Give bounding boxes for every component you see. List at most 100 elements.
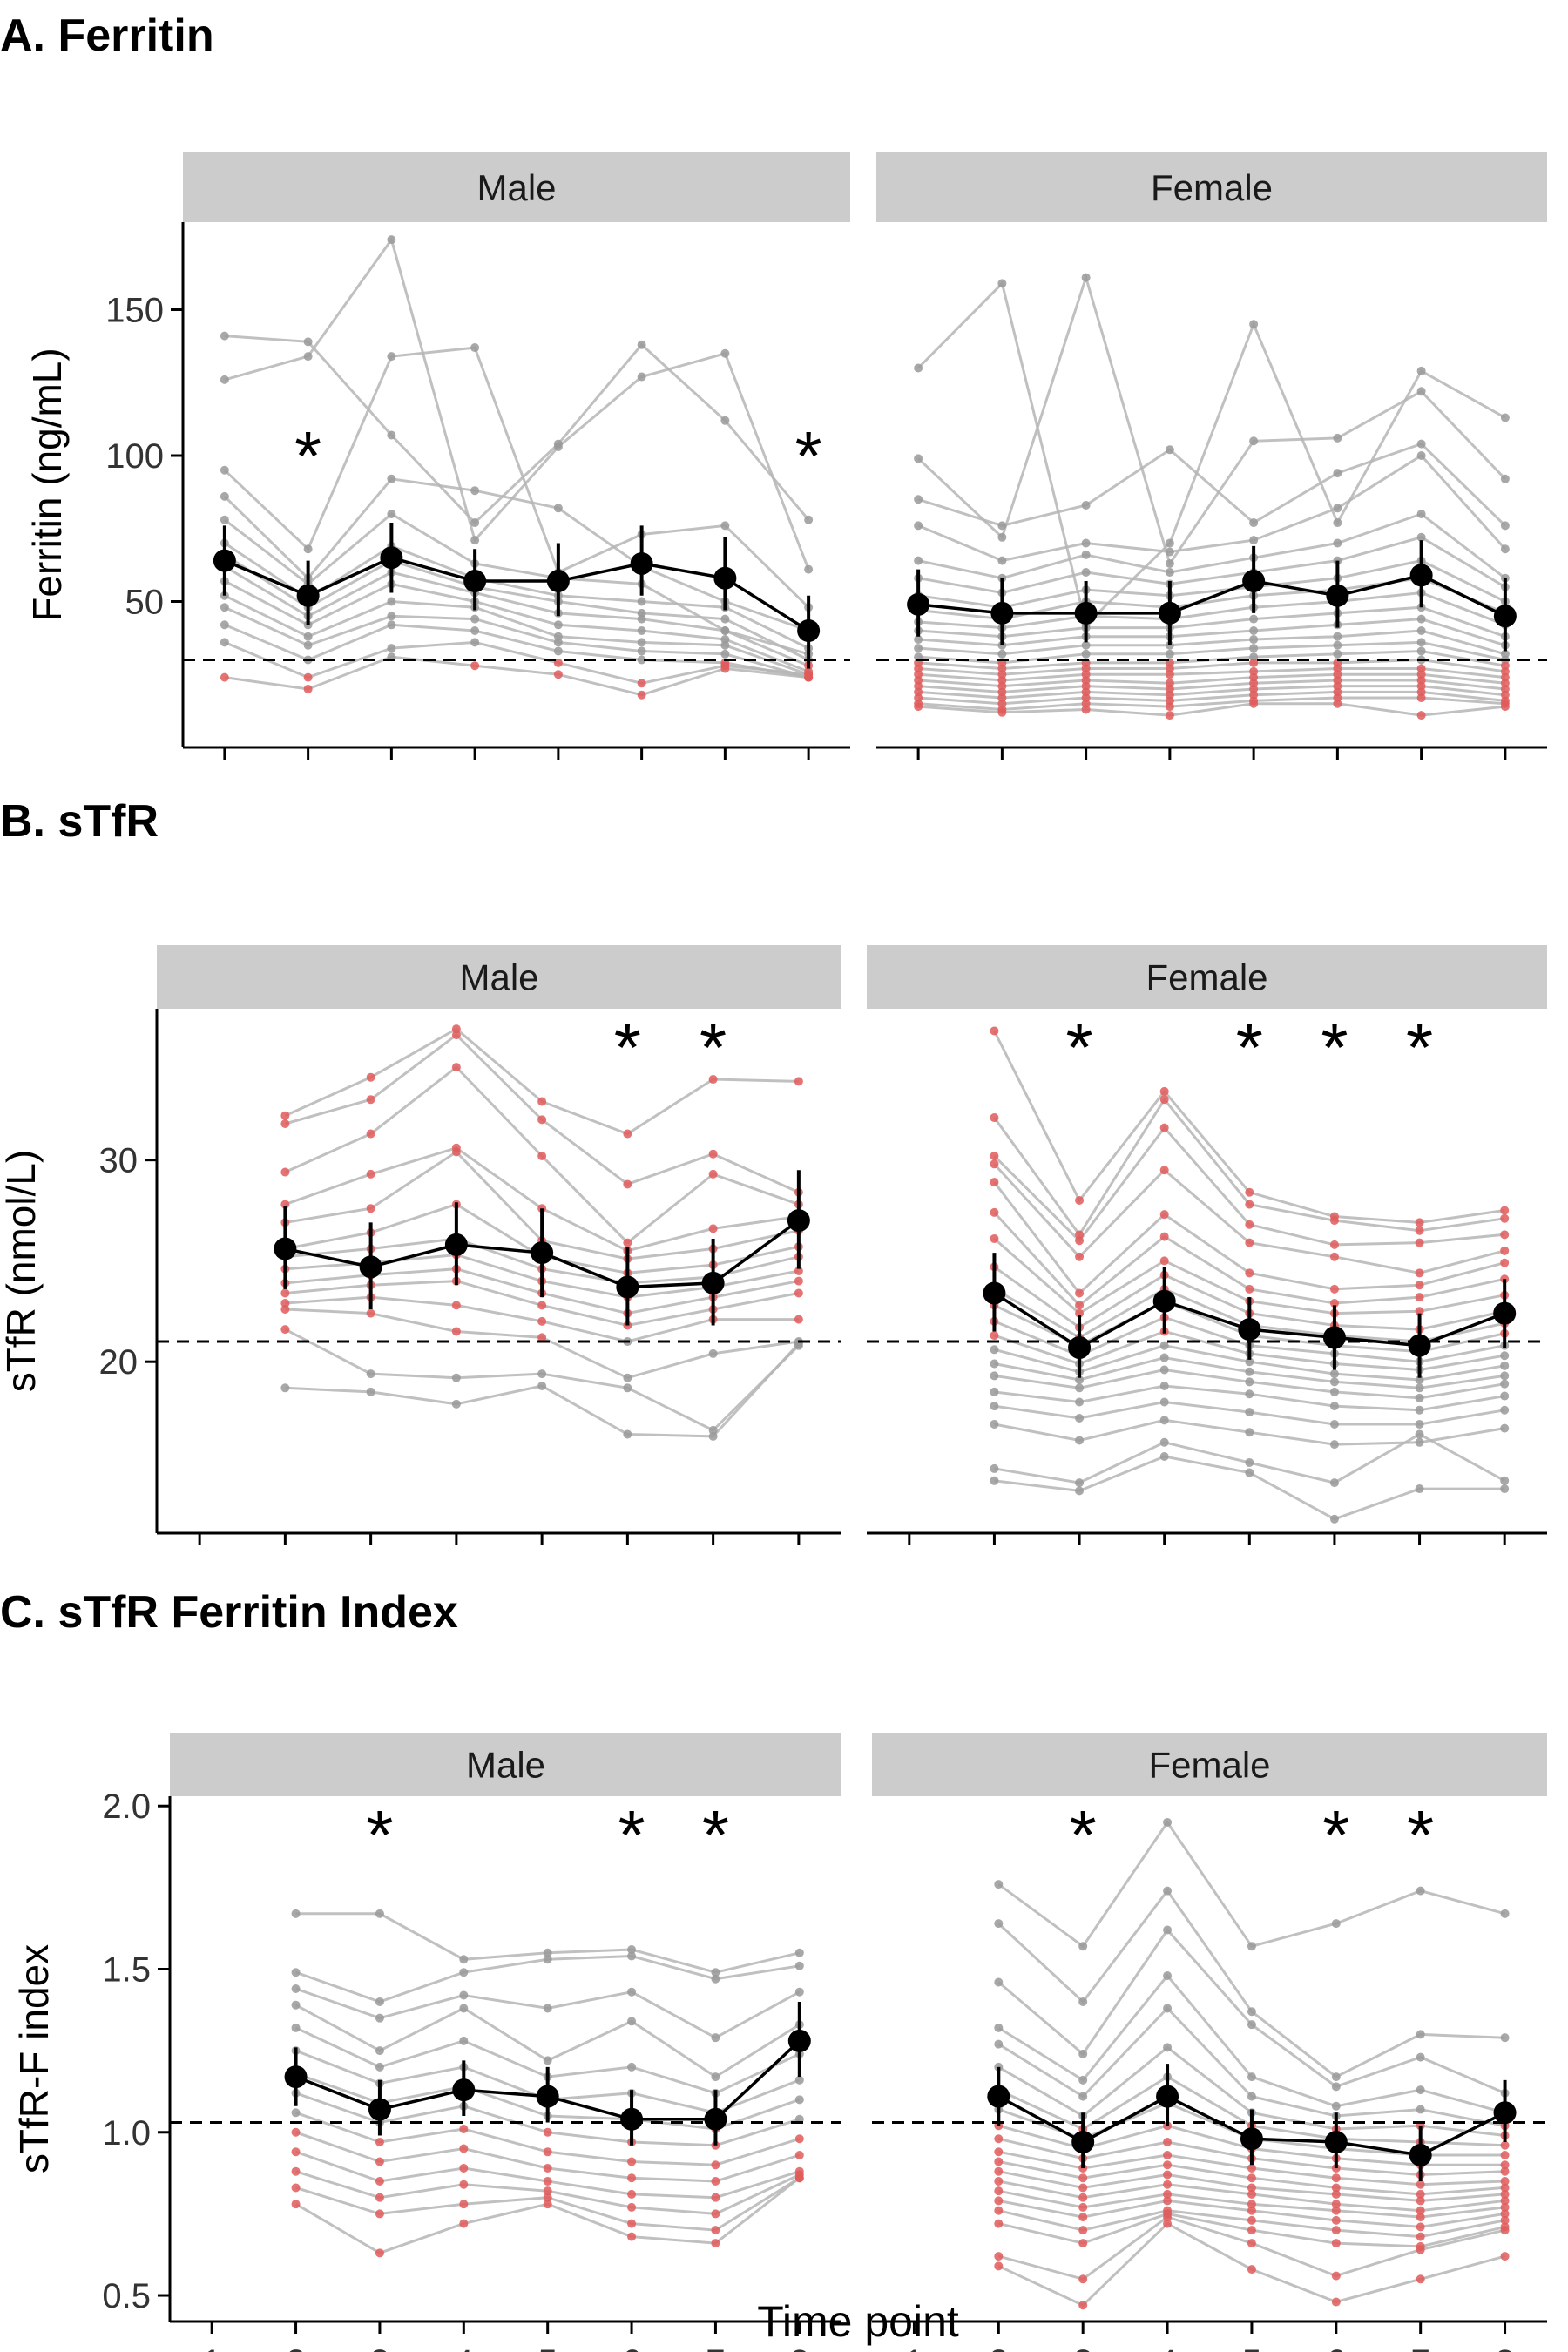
mean-point	[444, 1233, 468, 1256]
y-tick-label: 1.5	[102, 1951, 151, 1990]
facet-strip	[876, 152, 1547, 222]
individual-point	[720, 626, 730, 635]
individual-point	[720, 640, 730, 650]
individual-line	[917, 696, 1506, 712]
y-tick-label: 150	[105, 292, 164, 330]
individual-point	[708, 1149, 718, 1159]
individual-point	[291, 2000, 301, 2010]
facet-female: Female	[876, 152, 1547, 760]
y-axis-label: sTfR (nmol/L)	[0, 1150, 44, 1393]
individual-point	[280, 1304, 290, 1314]
y-axis-label: sTfR-F index	[11, 1944, 57, 2173]
individual-point	[375, 2248, 384, 2258]
individual-point	[1249, 536, 1259, 545]
individual-point	[1245, 1220, 1254, 1229]
individual-point	[1416, 638, 1426, 647]
individual-point	[1163, 1886, 1173, 1896]
individual-point	[914, 644, 923, 653]
individual-point	[1163, 2004, 1173, 2013]
individual-point	[1165, 670, 1174, 679]
individual-point	[1245, 1238, 1254, 1247]
mean-point	[452, 2078, 476, 2102]
individual-point	[994, 2196, 1004, 2206]
individual-point	[1500, 1476, 1510, 1485]
individual-point	[291, 1909, 301, 1918]
individual-point	[627, 2219, 637, 2228]
individual-point	[1247, 2173, 1256, 2183]
individual-point	[1075, 1383, 1085, 1393]
individual-point	[470, 626, 480, 635]
facet-strip-label: Male	[459, 957, 538, 998]
individual-point	[1081, 568, 1091, 577]
individual-point	[1331, 2200, 1341, 2209]
individual-point	[994, 2039, 1004, 2049]
individual-point	[804, 564, 814, 574]
individual-line	[223, 346, 810, 609]
individual-point	[994, 2134, 1004, 2144]
individual-point	[627, 1987, 637, 1997]
individual-point	[470, 518, 480, 528]
individual-point	[451, 1031, 461, 1040]
individual-point	[543, 1948, 552, 1957]
individual-point	[459, 2180, 469, 2189]
individual-point	[1159, 1123, 1169, 1132]
individual-point	[711, 2033, 720, 2043]
y-tick-label: 1.0	[102, 2114, 151, 2153]
significance-star: *	[1236, 1009, 1263, 1086]
individual-point	[1416, 2085, 1425, 2095]
individual-point	[1078, 2301, 1088, 2310]
individual-point	[990, 1476, 999, 1485]
individual-point	[1415, 1293, 1424, 1302]
mean-point	[630, 551, 653, 575]
individual-point	[1415, 1484, 1424, 1494]
significance-star: *	[614, 1009, 641, 1086]
individual-point	[914, 702, 923, 712]
individual-point	[1075, 1375, 1085, 1385]
individual-point	[537, 1152, 547, 1161]
individual-point	[451, 1147, 461, 1157]
individual-point	[1331, 2271, 1341, 2281]
mean-point	[1152, 1289, 1176, 1313]
individual-point	[1331, 1919, 1341, 1929]
x-tick-label: 1	[202, 2343, 221, 2352]
individual-point	[1331, 2215, 1341, 2225]
individual-point	[1249, 626, 1259, 635]
individual-point	[1159, 1381, 1169, 1390]
individual-point	[1245, 1389, 1254, 1399]
x-tick-label: 3	[1073, 2343, 1092, 2352]
individual-point	[387, 474, 396, 483]
individual-point	[553, 638, 563, 647]
individual-point	[1078, 2213, 1088, 2222]
individual-point	[1329, 1252, 1339, 1261]
mean-point	[1071, 2131, 1095, 2154]
individual-point	[1416, 2030, 1425, 2039]
x-tick-label: 4	[1158, 2343, 1177, 2352]
x-tick-label: 5	[1242, 2343, 1261, 2352]
individual-point	[994, 2206, 1004, 2215]
individual-point	[470, 638, 480, 647]
individual-point	[1329, 1514, 1339, 1524]
significance-star: *	[1407, 1796, 1434, 1874]
individual-point	[1247, 1942, 1256, 1951]
individual-point	[997, 279, 1007, 288]
individual-point	[1165, 558, 1174, 568]
individual-point	[220, 620, 229, 630]
mean-point	[1074, 601, 1098, 625]
significance-star: *	[1065, 1009, 1092, 1086]
individual-point	[794, 1267, 803, 1275]
mean-point	[274, 1237, 297, 1260]
individual-point	[459, 1990, 469, 2000]
individual-point	[1165, 568, 1174, 577]
individual-point	[1415, 1393, 1424, 1402]
x-tick-label: 6	[622, 2343, 641, 2352]
individual-point	[470, 614, 480, 624]
individual-point	[543, 2056, 552, 2065]
individual-line	[917, 672, 1506, 688]
individual-point	[1075, 1308, 1085, 1318]
individual-point	[1329, 1419, 1339, 1429]
mean-point	[1326, 584, 1349, 607]
individual-point	[459, 2144, 469, 2153]
individual-point	[1165, 649, 1174, 659]
individual-point	[1247, 2072, 1256, 2082]
individual-line	[917, 629, 1506, 656]
